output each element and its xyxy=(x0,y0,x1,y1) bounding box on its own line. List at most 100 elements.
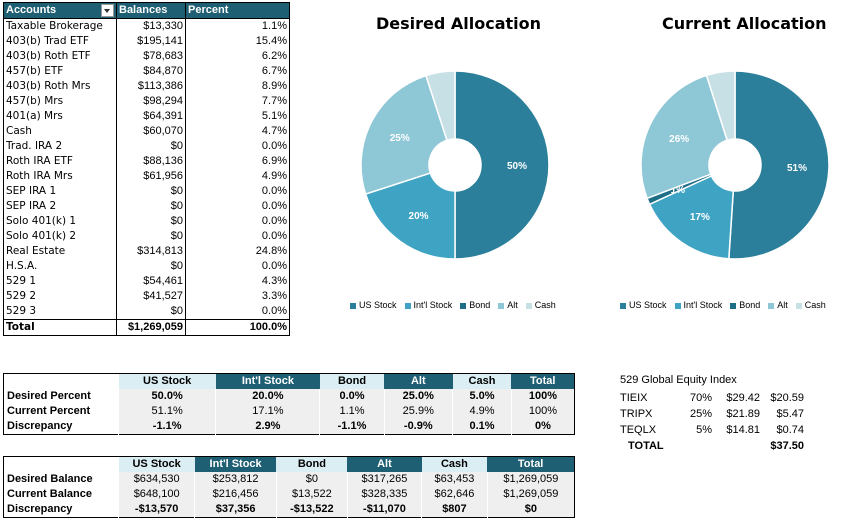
account-percent: 6.9% xyxy=(261,155,287,167)
account-row: Solo 401(k) 1 $0 0.0% xyxy=(4,214,290,229)
index-row: TRIPX 25% $21.89 $5.47 xyxy=(620,406,804,422)
account-row: H.S.A. $0 0.0% xyxy=(4,259,290,274)
current-allocation-chart: Current Allocation 51% 17% 1% 26% US Stock I… xyxy=(610,0,860,320)
pie-slice-intl-stock xyxy=(648,174,735,260)
index-table: TIEIX 70% $29.42 $20.59 TRIPX 25% $21.89 $5.47 T… xyxy=(620,390,804,454)
account-row: 403(b) Roth ETF $78,683 6.2% xyxy=(4,49,290,64)
cell-value: 0.0% xyxy=(319,389,385,404)
filter-dropdown-icon[interactable] xyxy=(101,4,114,17)
index-total-label: TOTAL xyxy=(628,440,664,452)
fund-ticker: TIEIX xyxy=(620,392,648,404)
equity-index-panel: 529 Global Equity Index TIEIX 70% $29.42 $2… xyxy=(620,374,804,454)
pie-slice-cash xyxy=(425,70,456,142)
account-row: Taxable Brokerage $13,330 1.1% xyxy=(4,18,290,34)
legend-label: Int'l Stock xyxy=(413,300,453,310)
cell-value: $328,335 xyxy=(346,487,422,502)
account-balance: $0 xyxy=(116,184,186,199)
account-row: Cash $60,070 4.7% xyxy=(4,124,290,139)
account-row: SEP IRA 2 $0 0.0% xyxy=(4,199,290,214)
index-total-value: $37.50 xyxy=(770,440,804,452)
cell-value: $63,453 xyxy=(421,472,488,487)
account-percent: 0.0% xyxy=(261,305,287,317)
row-label: Desired Percent xyxy=(7,390,91,402)
accounts-column-header[interactable]: Accounts xyxy=(3,2,117,19)
total-balance: $1,269,059 xyxy=(116,319,186,336)
index-row: TEQLX 5% $14.81 $0.74 xyxy=(620,422,804,438)
column-header: Alt xyxy=(347,456,422,472)
total-label: Total xyxy=(3,319,117,336)
chart-title: Desired Allocation xyxy=(376,14,542,33)
account-name: SEP IRA 1 xyxy=(6,185,57,197)
account-name: Taxable Brokerage xyxy=(6,20,103,32)
account-balance: $0 xyxy=(116,229,186,244)
account-balance: $0 xyxy=(116,199,186,214)
account-balance: $54,461 xyxy=(116,274,186,289)
account-balance: $98,294 xyxy=(116,94,186,109)
legend-swatch xyxy=(350,302,356,309)
account-name: Trad. IRA 2 xyxy=(6,140,63,152)
account-row: 457(b) ETF $84,870 6.7% xyxy=(4,64,290,79)
percent-header-row: US Stock Int'l Stock Bond Alt Cash Total xyxy=(3,373,575,389)
account-balance: $0 xyxy=(116,304,186,320)
account-percent: 0.0% xyxy=(261,215,287,227)
balances-column-header: Balances xyxy=(116,2,186,19)
fund-value: $5.47 xyxy=(776,408,804,420)
account-balance: $195,141 xyxy=(116,34,186,49)
column-header: Total xyxy=(511,373,575,389)
cell-value: -1.1% xyxy=(319,419,385,435)
account-balance: $0 xyxy=(116,259,186,274)
slice-data-label: 20% xyxy=(409,211,429,222)
account-row: 529 1 $54,461 4.3% xyxy=(4,274,290,289)
pie-slice-intl-stock xyxy=(364,172,456,260)
account-balance: $61,956 xyxy=(116,169,186,184)
column-header: Cash xyxy=(421,456,488,472)
legend-swatch xyxy=(525,302,532,309)
account-name: 403(b) Roth Mrs xyxy=(6,80,91,92)
legend-label: Bond xyxy=(739,300,761,310)
account-balance: $60,070 xyxy=(116,124,186,139)
slice-data-label: 26% xyxy=(669,134,689,145)
balance-table: US Stock Int'l Stock Bond Alt Cash Total Desi… xyxy=(3,456,575,518)
account-row: Roth IRA Mrs $61,956 4.9% xyxy=(4,169,290,184)
legend-swatch xyxy=(795,302,802,309)
row-label: Current Balance xyxy=(7,488,92,500)
account-balance: $64,391 xyxy=(116,109,186,124)
total-percent: 100.0% xyxy=(185,319,290,336)
legend-item-cash: Cash xyxy=(525,300,556,310)
cell-value: -$11,070 xyxy=(346,502,422,518)
cell-value: -$13,570 xyxy=(117,502,195,518)
legend-item-intl-stock: Int'l Stock xyxy=(404,300,453,310)
account-percent: 6.7% xyxy=(261,65,287,77)
pie-slice-us-stock xyxy=(728,70,830,260)
account-percent: 8.9% xyxy=(261,80,287,92)
column-header: Bond xyxy=(276,456,348,472)
cell-value: $253,812 xyxy=(194,472,277,487)
cell-value: $62,646 xyxy=(421,487,488,502)
legend-label: Bond xyxy=(469,300,491,310)
cell-value: $37,356 xyxy=(194,502,277,518)
percent-column-header: Percent xyxy=(185,2,290,19)
account-balance: $0 xyxy=(116,214,186,229)
fund-value: $20.59 xyxy=(770,392,804,404)
slice-data-label: 1% xyxy=(671,185,686,196)
fund-price: $14.81 xyxy=(726,424,760,436)
cell-value: 25.0% xyxy=(383,389,453,404)
fund-price: $21.89 xyxy=(726,408,760,420)
account-name: 403(b) Trad ETF xyxy=(6,35,89,47)
corner-cell xyxy=(3,373,119,389)
row-label: Current Percent xyxy=(7,405,91,417)
account-name: 401(a) Mrs xyxy=(6,110,63,122)
column-header: Int'l Stock xyxy=(215,373,320,389)
cell-value: 25.9% xyxy=(383,404,453,419)
fund-price: $29.42 xyxy=(726,392,760,404)
accounts-header-row: Accounts Balances Percent xyxy=(3,2,290,19)
slice-data-label: 25% xyxy=(390,133,410,144)
legend-item-us-stock: US Stock xyxy=(620,300,667,310)
chart-legend: US Stock Int'l Stock Bond Alt Cash xyxy=(620,300,826,310)
cell-value: -0.9% xyxy=(383,419,453,435)
legend-item-intl-stock: Int'l Stock xyxy=(674,300,722,310)
account-name: Solo 401(k) 2 xyxy=(6,230,77,242)
account-percent: 0.0% xyxy=(261,230,287,242)
cell-value: 50.0% xyxy=(117,389,216,404)
cell-value: 0% xyxy=(510,419,575,435)
